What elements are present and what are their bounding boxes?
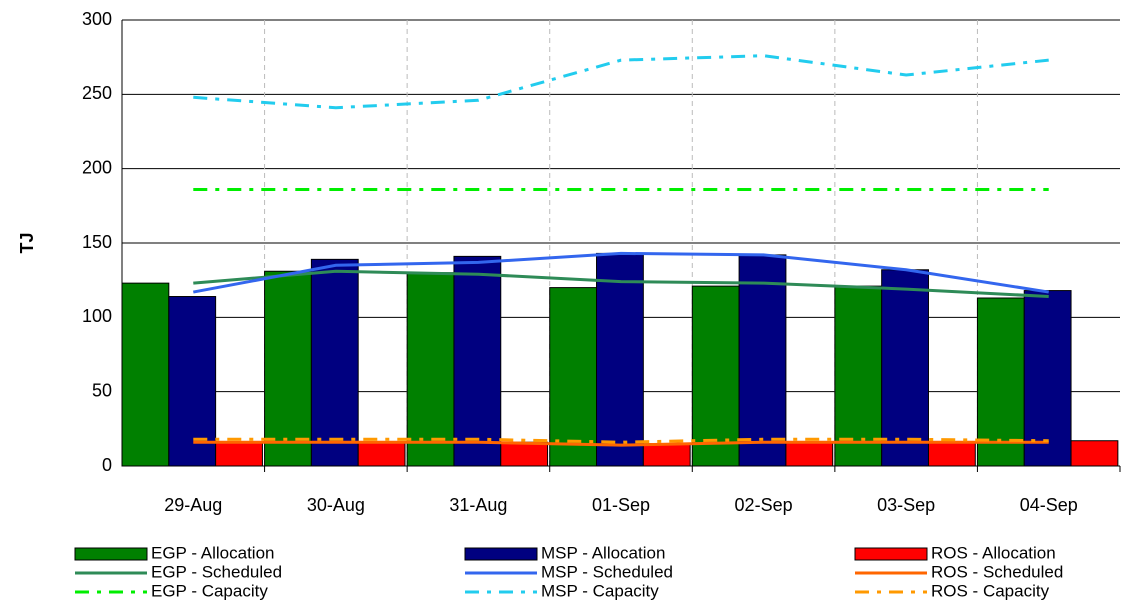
legend-label: ROS - Capacity [931, 581, 1050, 600]
legend-label: MSP - Scheduled [541, 562, 673, 581]
bar [215, 441, 263, 467]
x-tick-label: 31-Aug [449, 495, 507, 515]
bar [357, 441, 406, 467]
bar [453, 255, 502, 467]
legend-label: ROS - Allocation [931, 543, 1056, 562]
legend-swatch [464, 547, 538, 561]
bar [642, 443, 691, 467]
y-tick-label: 150 [82, 232, 112, 252]
x-tick-label: 30-Aug [307, 495, 365, 515]
bar [927, 441, 976, 467]
bar [406, 272, 455, 467]
legend-label: MSP - Allocation [541, 543, 665, 562]
line [193, 269, 1049, 299]
bar [121, 282, 170, 467]
bar [976, 297, 1025, 467]
bar [738, 254, 787, 467]
legend-label: EGP - Allocation [151, 543, 274, 562]
bar [549, 287, 598, 467]
y-tick-label: 50 [92, 380, 112, 400]
bar [1070, 440, 1119, 467]
line [193, 440, 1049, 447]
line [193, 54, 1049, 110]
x-tick-label: 03-Sep [877, 495, 935, 515]
legend-label: ROS - Scheduled [931, 562, 1063, 581]
legend-label: EGP - Scheduled [151, 562, 282, 581]
legend-label: EGP - Capacity [151, 581, 268, 600]
bar [168, 296, 217, 467]
x-tick-label: 01-Sep [592, 495, 650, 515]
line [193, 251, 1049, 294]
bar [785, 441, 834, 467]
y-tick-label: 0 [102, 455, 112, 475]
y-tick-label: 100 [82, 306, 112, 326]
bar [691, 285, 740, 467]
y-tick-label: 200 [82, 157, 112, 177]
bar [596, 252, 644, 467]
bar [881, 269, 929, 467]
bar [500, 441, 549, 467]
bar [264, 270, 312, 467]
legend-swatch [854, 547, 928, 561]
legend-label: MSP - Capacity [541, 581, 659, 600]
y-tick-label: 250 [82, 83, 112, 103]
x-tick-label: 04-Sep [1020, 495, 1078, 515]
bar [1023, 290, 1072, 467]
y-tick-label: 300 [82, 9, 112, 29]
x-tick-label: 02-Sep [735, 495, 793, 515]
line [193, 437, 1049, 444]
legend-swatch [74, 547, 148, 561]
bar [310, 258, 359, 467]
x-tick-label: 29-Aug [164, 495, 222, 515]
y-axis-label: TJ [17, 232, 37, 253]
